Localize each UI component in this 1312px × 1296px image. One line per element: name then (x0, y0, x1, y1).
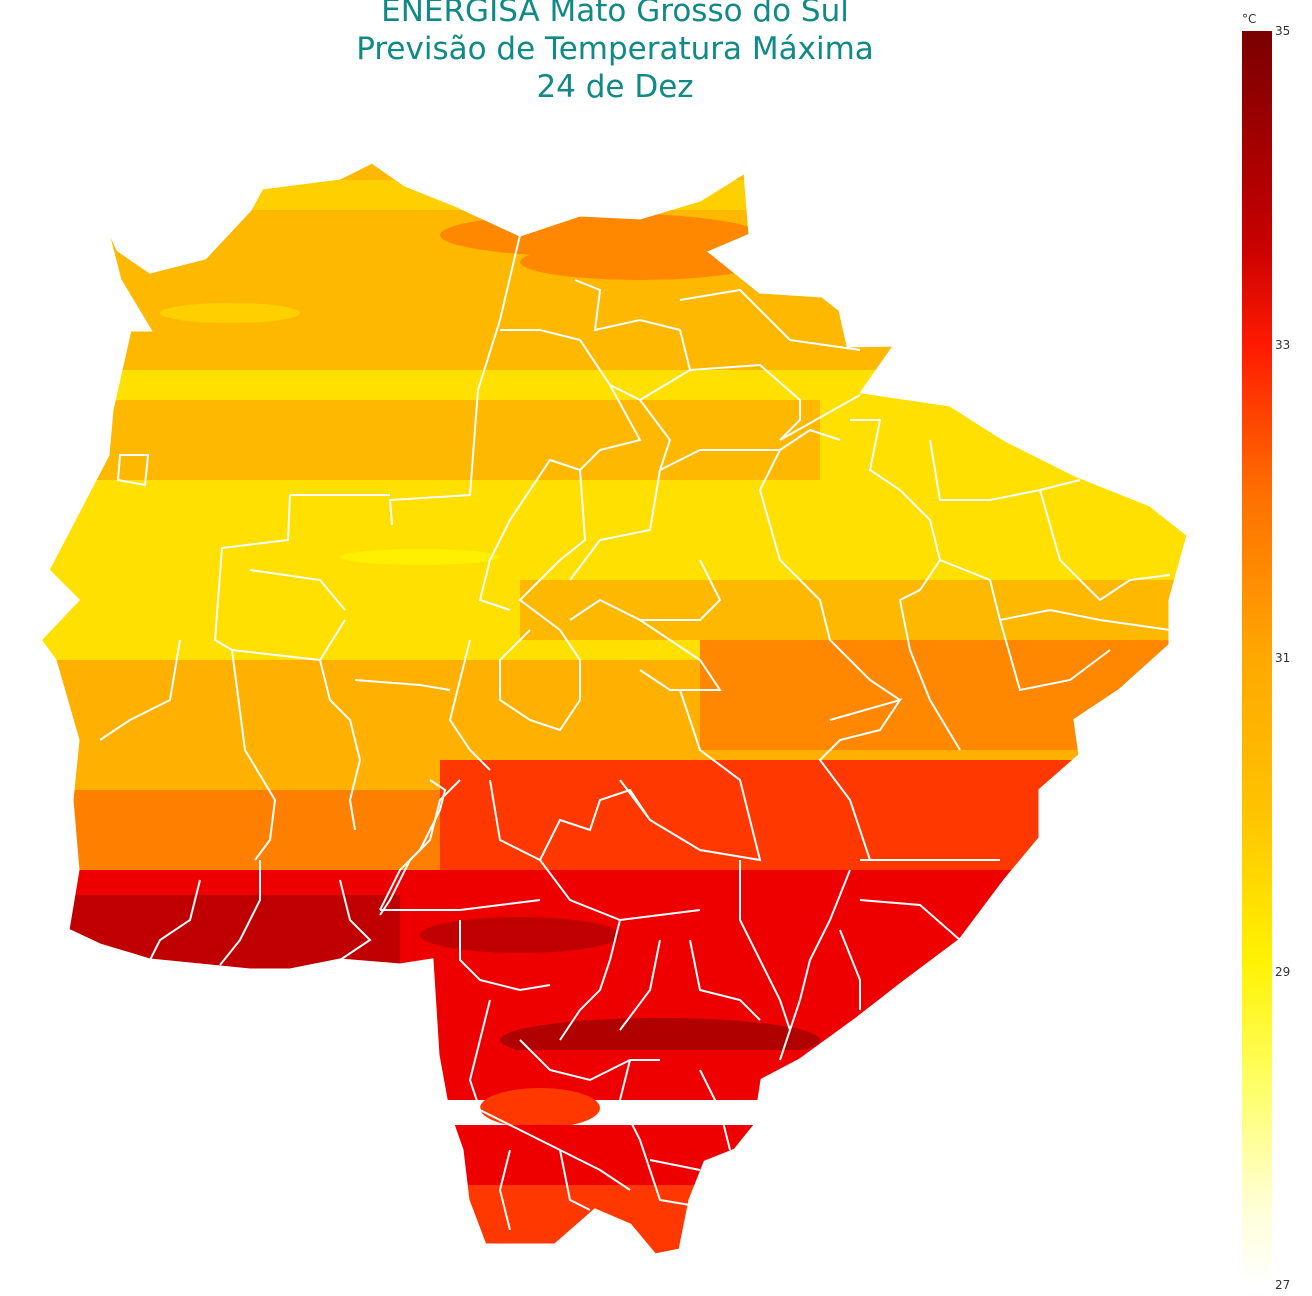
band-center-east (520, 580, 1188, 640)
border-line (219, 860, 261, 966)
band-south-orange-spot (480, 1088, 600, 1128)
border-line (539, 788, 651, 861)
border-line (679, 288, 861, 351)
border-line (519, 1039, 660, 1082)
border-line (149, 879, 201, 961)
band-south-tip (400, 1185, 1188, 1255)
border-line (459, 920, 551, 992)
border-line (999, 619, 1111, 692)
border-line (649, 1159, 701, 1171)
title-line-1: ENERGISA Mato Grosso do Sul (381, 0, 849, 29)
colorbar-tick-27: 27 (1275, 1278, 1291, 1292)
band-hot-spot-1 (420, 917, 620, 953)
border-line (929, 439, 1081, 501)
title-line-2: Previsão de Temperatura Máxima (356, 31, 874, 67)
border-line (639, 399, 841, 472)
colorbar-tick-31: 31 (1275, 651, 1291, 665)
band-bright-spot (340, 549, 500, 565)
border-line (649, 1169, 691, 1206)
band-mid-north-east-yellow (820, 400, 1188, 480)
border-line (559, 1149, 591, 1211)
border-line (231, 619, 346, 662)
border-line (689, 363, 861, 441)
border-line (699, 1069, 731, 1151)
colorbar-unit: °C (1242, 12, 1257, 26)
border-line (689, 939, 761, 1021)
border-line (839, 929, 861, 1010)
border-line (379, 779, 447, 916)
border-line (380, 899, 541, 911)
band-north-light (40, 180, 1188, 210)
border-line (478, 384, 642, 611)
colorbar-tick-35: 35 (1275, 24, 1291, 38)
border-line (498, 1149, 511, 1231)
border-line (1039, 489, 1171, 602)
temperature-map (38, 160, 1190, 1257)
municipality-borders (99, 234, 1171, 1231)
title-line-3: 24 de Dez (536, 69, 694, 105)
border-line (639, 619, 722, 691)
border-line (339, 879, 372, 961)
border-line (249, 569, 346, 611)
map-title: ENERGISA Mato Grosso do Sul Previsão de … (200, 0, 1030, 106)
border-line (899, 599, 961, 751)
border-line (388, 234, 521, 526)
border-line (939, 559, 1171, 631)
border-line (559, 919, 621, 1041)
colorbar-tick-33: 33 (1275, 338, 1291, 352)
border-line (448, 639, 491, 771)
band-north-yellow (40, 370, 1188, 400)
border-line (859, 899, 961, 941)
border-line (319, 659, 362, 831)
border-line (850, 419, 942, 601)
band-north-light-spot (160, 303, 300, 323)
border-line (489, 779, 701, 922)
border-line (354, 679, 451, 691)
band-center-yellow (40, 480, 1188, 580)
border-line (619, 939, 661, 1031)
colorbar-tick-29: 29 (1275, 965, 1291, 979)
border-line (739, 860, 791, 1031)
border-line (818, 698, 903, 861)
colorbar (1242, 31, 1272, 1285)
border-line (499, 629, 581, 732)
border-line (779, 869, 851, 1061)
border-line (518, 469, 587, 631)
band-south-center (440, 760, 1188, 870)
border-line (618, 1059, 651, 1171)
border-line (468, 999, 491, 1111)
border-line (116, 454, 150, 487)
band-south-east (400, 870, 1188, 1050)
border-line (569, 469, 661, 581)
border-line (99, 639, 181, 741)
border-line (758, 449, 901, 701)
band-north-orange-spot-2 (520, 244, 760, 280)
border-line (569, 559, 722, 621)
border-line (379, 779, 461, 911)
